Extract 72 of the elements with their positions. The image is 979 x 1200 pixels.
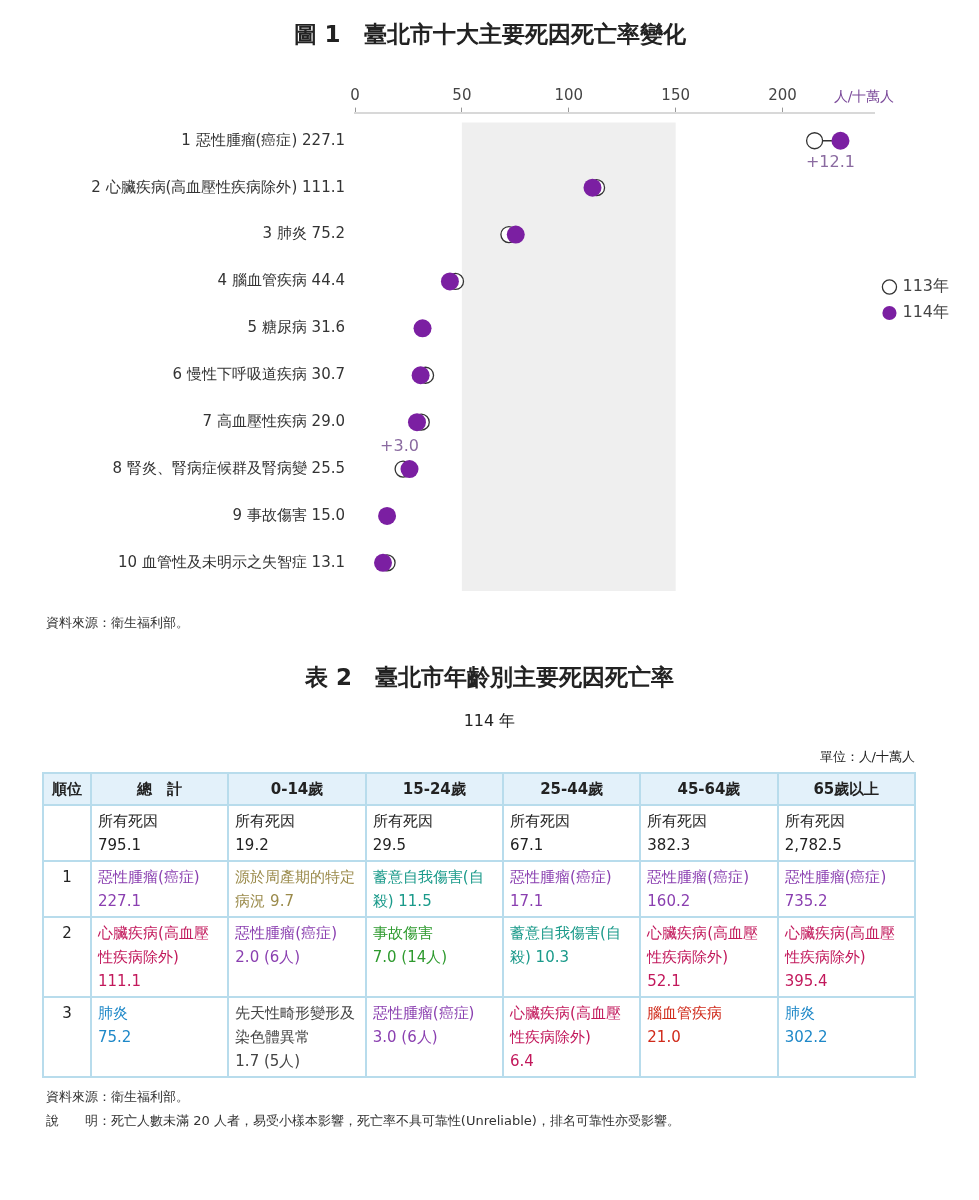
annotation: +3.0 bbox=[380, 436, 419, 456]
y-tick-label: 5 糖尿病 31.6 bbox=[247, 318, 345, 337]
x-axis-title: 人/十萬人 bbox=[833, 88, 895, 105]
point bbox=[407, 413, 426, 432]
text: 惡性腫瘤(癌症) 735.2 bbox=[784, 868, 887, 910]
category-label: 1 bbox=[62, 868, 72, 886]
text: 所有死因 67.1 bbox=[509, 812, 570, 854]
text: 所有死因 382.3 bbox=[647, 812, 708, 854]
text: 說 明：死亡人數未滿 20 人者，易受小樣本影響，死亡率不具可靠性(Unreliable)，排名可靠性亦受影響。 bbox=[46, 1112, 681, 1130]
y-tick-label: 6 慢性下呼吸道疾病 30.7 bbox=[172, 365, 345, 384]
text: 源於周產期的特定病況 9.7 bbox=[235, 868, 356, 910]
text: 心臟疾病(高血壓性疾病除外) 111.1 bbox=[98, 924, 209, 990]
category-label: 15-24歲 bbox=[365, 773, 503, 805]
y-tick-label: 1 惡性腫瘤(癌症) 227.1 bbox=[181, 130, 345, 149]
category-label: 45-64歲 bbox=[640, 773, 778, 805]
category-label: 總 計 bbox=[91, 773, 229, 805]
category-label: 2 bbox=[62, 924, 72, 942]
text: 惡性腫瘤(癌症) 160.2 bbox=[647, 868, 750, 910]
source-note: 資料來源：衛生福利部。 bbox=[46, 1088, 190, 1106]
text: 惡性腫瘤(癌症) 227.1 bbox=[98, 868, 200, 910]
text: 單位：人/十萬人 bbox=[818, 748, 915, 766]
point bbox=[440, 272, 459, 291]
y-tick-label: 7 高血壓性疾病 29.0 bbox=[202, 412, 345, 431]
text: 114 年 bbox=[462, 711, 517, 732]
text: 先天性畸形變形及染色體異常 1.7 (5人) bbox=[235, 1004, 356, 1070]
chart-title: 圖 1 臺北市十大主要死因死亡率變化 bbox=[293, 20, 687, 47]
category-label: 0-14歲 bbox=[228, 773, 366, 805]
point bbox=[583, 178, 602, 197]
y-tick-label: 8 腎炎、腎病症候群及腎病變 25.5 bbox=[112, 458, 345, 477]
text: 事故傷害 7.0 (14人) bbox=[372, 924, 448, 966]
text: 所有死因 29.5 bbox=[372, 812, 433, 854]
x-tick-label: 50 bbox=[452, 86, 472, 105]
x-tick-label: 0 bbox=[350, 86, 360, 105]
text: 所有死因 2,782.5 bbox=[784, 812, 845, 854]
category-label: 65歲以上 bbox=[777, 773, 915, 805]
text: 順位 bbox=[43, 773, 91, 805]
text: 肺炎 75.2 bbox=[98, 1004, 132, 1046]
point bbox=[413, 319, 432, 338]
text: 所有死因 795.1 bbox=[98, 812, 158, 854]
annotation: +12.1 bbox=[805, 151, 855, 171]
point bbox=[411, 366, 430, 385]
text: 肺炎 302.2 bbox=[784, 1004, 828, 1046]
x-tick-label: 100 bbox=[554, 86, 584, 105]
text: 腦血管疾病 21.0 bbox=[647, 1004, 723, 1046]
text: 蓄意自我傷害(自殺) 10.3 bbox=[509, 924, 621, 966]
category-label: 3 bbox=[62, 1004, 72, 1022]
point bbox=[400, 460, 419, 479]
text: 惡性腫瘤(癌症) 17.1 bbox=[509, 868, 612, 910]
y-tick-label: 4 腦血管疾病 44.4 bbox=[217, 271, 345, 290]
point bbox=[805, 132, 824, 150]
source-note: 資料來源：衛生福利部。 bbox=[46, 614, 190, 632]
point bbox=[378, 506, 397, 525]
point bbox=[831, 131, 850, 150]
text: 表 2 臺北市年齡別主要死因死亡率 bbox=[304, 663, 675, 692]
point bbox=[374, 553, 392, 572]
y-tick-label: 2 心臟疾病(高血壓性疾病除外) 111.1 bbox=[91, 177, 345, 196]
text: 心臟疾病(高血壓性疾病除外) 52.1 bbox=[647, 924, 759, 990]
text: 所有死因 19.2 bbox=[235, 812, 296, 854]
point bbox=[506, 225, 525, 244]
x-tick-label: 200 bbox=[768, 86, 797, 105]
y-tick-label: 3 肺炎 75.2 bbox=[262, 224, 345, 243]
legend-label: 114年 bbox=[902, 302, 950, 322]
y-tick-label: 9 事故傷害 15.0 bbox=[232, 505, 345, 524]
text: 蓄意自我傷害(自殺) 11.5 bbox=[372, 868, 484, 910]
text: 心臟疾病(高血壓性疾病除外) 395.4 bbox=[784, 924, 896, 990]
legend-label: 113年 bbox=[902, 276, 950, 296]
text: 惡性腫瘤(癌症) 2.0 (6人) bbox=[235, 924, 338, 966]
category-label: 25-44歲 bbox=[502, 773, 641, 805]
text: 惡性腫瘤(癌症) 3.0 (6人) bbox=[372, 1004, 475, 1046]
y-tick-label: 10 血管性及未明示之失智症 13.1 bbox=[117, 552, 345, 571]
text: 心臟疾病(高血壓性疾病除外) 6.4 bbox=[509, 1004, 621, 1070]
x-tick-label: 150 bbox=[661, 86, 690, 105]
